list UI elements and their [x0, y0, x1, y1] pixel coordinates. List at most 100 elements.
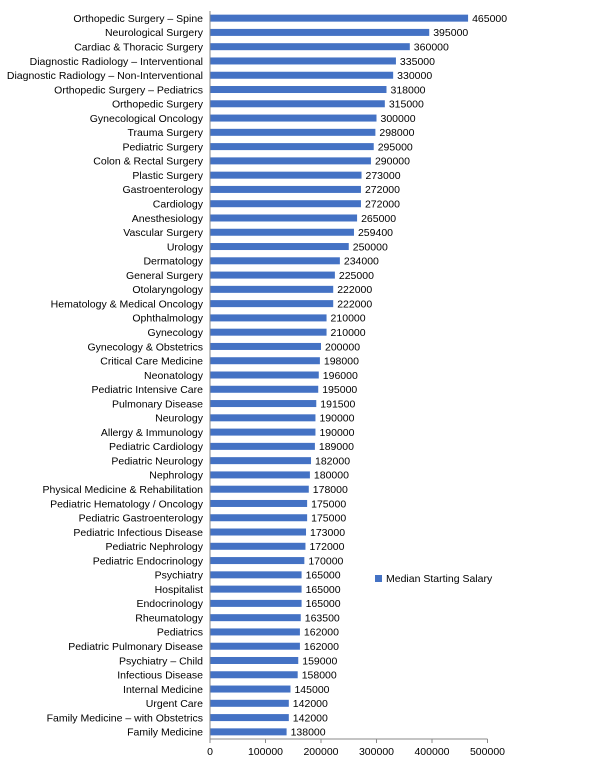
- bar: [210, 228, 354, 236]
- data-label: 222000: [337, 284, 372, 296]
- data-label: 182000: [315, 455, 350, 467]
- data-label: 330000: [397, 70, 432, 82]
- x-axis-ticks: 0 100000 200000 300000 400000 500000: [207, 739, 505, 758]
- category-label: Vascular Surgery: [123, 227, 204, 239]
- bar: [210, 585, 302, 593]
- category-label: Pediatric Gastroenterology: [79, 513, 204, 525]
- category-label: Pediatric Hematology / Oncology: [50, 498, 204, 510]
- x-tick-label: 400000: [414, 746, 449, 758]
- value-labels: 465000 395000 360000 335000 330000 318000 3150…: [291, 13, 508, 739]
- bar: [210, 100, 385, 108]
- data-label: 250000: [353, 241, 388, 253]
- data-label: 259400: [358, 227, 393, 239]
- data-label: 165000: [306, 598, 341, 610]
- bar: [210, 685, 291, 693]
- bars-layer: [210, 14, 469, 736]
- bar: [210, 257, 340, 265]
- bar: [210, 243, 349, 251]
- category-label: Endocrinology: [136, 598, 203, 610]
- category-label: Pediatric Infectious Disease: [73, 527, 203, 539]
- bar: [210, 571, 302, 579]
- category-label: Hospitalist: [155, 584, 204, 596]
- category-label: Otolaryngology: [132, 284, 203, 296]
- category-label: Family Medicine: [127, 727, 203, 739]
- category-label: Gynecology: [148, 327, 204, 339]
- data-label: 165000: [306, 570, 341, 582]
- data-label: 190000: [319, 413, 354, 425]
- category-labels: Orthopedic Surgery – Spine Neurological S…: [7, 13, 204, 739]
- data-label: 142000: [293, 698, 328, 710]
- category-label: Pediatric Intensive Care: [92, 384, 204, 396]
- data-label: 175000: [311, 513, 346, 525]
- data-label: 162000: [304, 627, 339, 639]
- bar: [210, 457, 312, 465]
- category-label: Family Medicine – with Obstetrics: [47, 712, 203, 724]
- bar: [210, 471, 310, 479]
- data-label: 178000: [313, 484, 348, 496]
- bar: [210, 171, 362, 179]
- data-label: 165000: [306, 584, 341, 596]
- bar: [210, 14, 469, 22]
- category-label: Nephrology: [149, 470, 203, 482]
- category-label: Gynecology & Obstetrics: [87, 341, 203, 353]
- bar: [210, 43, 410, 51]
- category-label: Anesthesiology: [132, 213, 204, 225]
- data-label: 222000: [337, 298, 372, 310]
- data-label: 234000: [344, 256, 379, 268]
- bar: [210, 114, 377, 122]
- data-label: 173000: [310, 527, 345, 539]
- bar: [210, 57, 396, 65]
- category-label: Pediatrics: [157, 627, 203, 639]
- data-label: 170000: [308, 555, 343, 567]
- data-label: 295000: [378, 141, 413, 153]
- bar: [210, 28, 430, 36]
- category-label: Urology: [167, 241, 204, 253]
- category-label: Critical Care Medicine: [100, 356, 203, 368]
- data-label: 360000: [414, 41, 449, 53]
- data-label: 196000: [323, 370, 358, 382]
- data-label: 318000: [390, 84, 425, 96]
- category-label: Internal Medicine: [123, 684, 203, 696]
- data-label: 198000: [324, 356, 359, 368]
- bar: [210, 628, 300, 636]
- bar: [210, 271, 335, 279]
- bar: [210, 300, 334, 308]
- data-label: 158000: [302, 670, 337, 682]
- category-label: Plastic Surgery: [132, 170, 203, 182]
- bar: [210, 357, 320, 365]
- bar: [210, 86, 387, 94]
- data-label: 180000: [314, 470, 349, 482]
- category-label: Psychiatry: [155, 570, 204, 582]
- legend: Median Starting Salary: [375, 573, 493, 585]
- bar: [210, 371, 319, 379]
- category-label: Diagnostic Radiology – Non-Interventiona…: [7, 70, 203, 82]
- bar: [210, 728, 287, 736]
- category-label: Neonatology: [144, 370, 204, 382]
- data-label: 272000: [365, 184, 400, 196]
- category-label: Pediatric Neurology: [111, 455, 203, 467]
- data-label: 172000: [309, 541, 344, 553]
- category-label: Pediatric Surgery: [122, 141, 203, 153]
- bar: [210, 671, 298, 679]
- data-label: 272000: [365, 199, 400, 211]
- data-label: 175000: [311, 498, 346, 510]
- x-tick-label: 0: [207, 746, 213, 758]
- data-label: 195000: [322, 384, 357, 396]
- category-label: Psychiatry – Child: [119, 655, 203, 667]
- bar: [210, 143, 374, 151]
- bar: [210, 442, 315, 450]
- bar: [210, 542, 306, 550]
- category-label: Pulmonary Disease: [112, 398, 203, 410]
- category-label: Gastroenterology: [122, 184, 203, 196]
- category-label: Trauma Surgery: [128, 127, 204, 139]
- data-label: 210000: [331, 313, 366, 325]
- data-label: 163500: [305, 612, 340, 624]
- category-label: Hematology & Medical Oncology: [51, 298, 204, 310]
- data-label: 162000: [304, 641, 339, 653]
- bar: [210, 557, 305, 565]
- category-label: Cardiac & Thoracic Surgery: [74, 41, 204, 53]
- category-label: Neurological Surgery: [105, 27, 204, 39]
- category-label: Gynecological Oncology: [90, 113, 204, 125]
- bar: [210, 200, 361, 208]
